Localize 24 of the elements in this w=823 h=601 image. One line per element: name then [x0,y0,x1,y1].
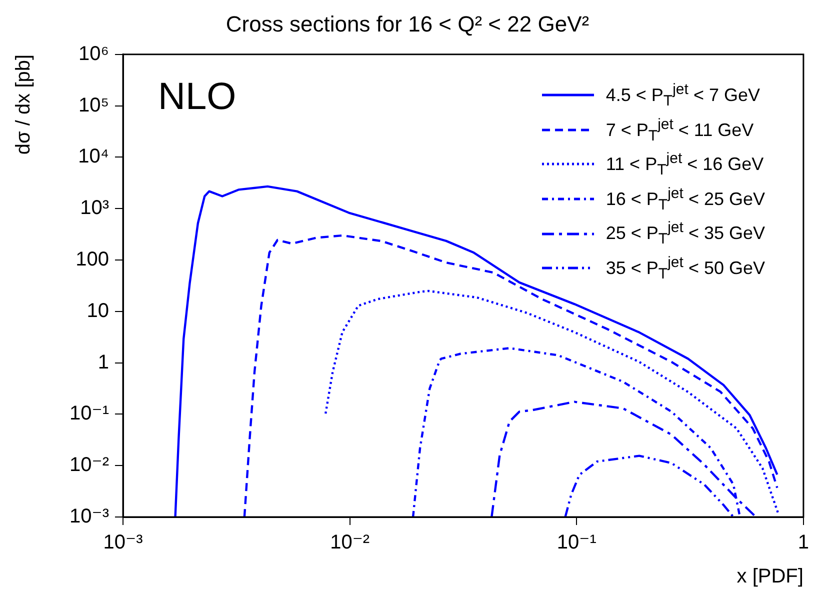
legend-label: 35 < P$_{T}$$^{jet}$ < 50 GeV [606,252,765,285]
y-tick-label: 10⁵ [78,94,109,116]
legend-label: 25 < P$_{T}$$^{jet}$ < 35 GeV [606,218,765,250]
y-tick-label: 10³ [80,197,110,220]
annotation: NLO [158,76,236,119]
y-axis-title: dσ / dx [pb] [12,54,35,155]
chart-title: Cross sections for 16 < Q² < 22 GeV² [226,11,590,36]
y-tick-label: 100 [76,248,109,271]
x-axis-title: x [PDF] [736,566,804,588]
x-tick-label: 1 [798,532,809,554]
legend-label: 4.5 < P$_{T}$$^{jet}$ < 7 GeV [606,80,760,112]
legend-label: 11 < P$_{T}$$^{jet}$ < 16 GeV [606,149,764,181]
y-tick-label: 10⁶ [78,42,109,65]
y-tick-label: 1 [98,351,109,374]
legend-label: 7 < P$_{T}$$^{jet}$ < 11 GeV [606,114,754,146]
y-tick-label: 10⁻¹ [70,402,110,425]
y-tick-label: 10⁴ [78,146,109,168]
x-tick-label: 10⁻¹ [556,532,597,554]
y-tick-label: 10⁻² [70,454,110,476]
x-tick-label: 10⁻² [330,532,370,554]
y-tick-label: 10 [86,300,109,322]
y-tick-label: 10⁻³ [70,506,110,528]
x-tick-label: 10⁻³ [103,532,144,554]
legend-label: 16 < P$_{T}$$^{jet}$ < 25 GeV [606,184,765,216]
